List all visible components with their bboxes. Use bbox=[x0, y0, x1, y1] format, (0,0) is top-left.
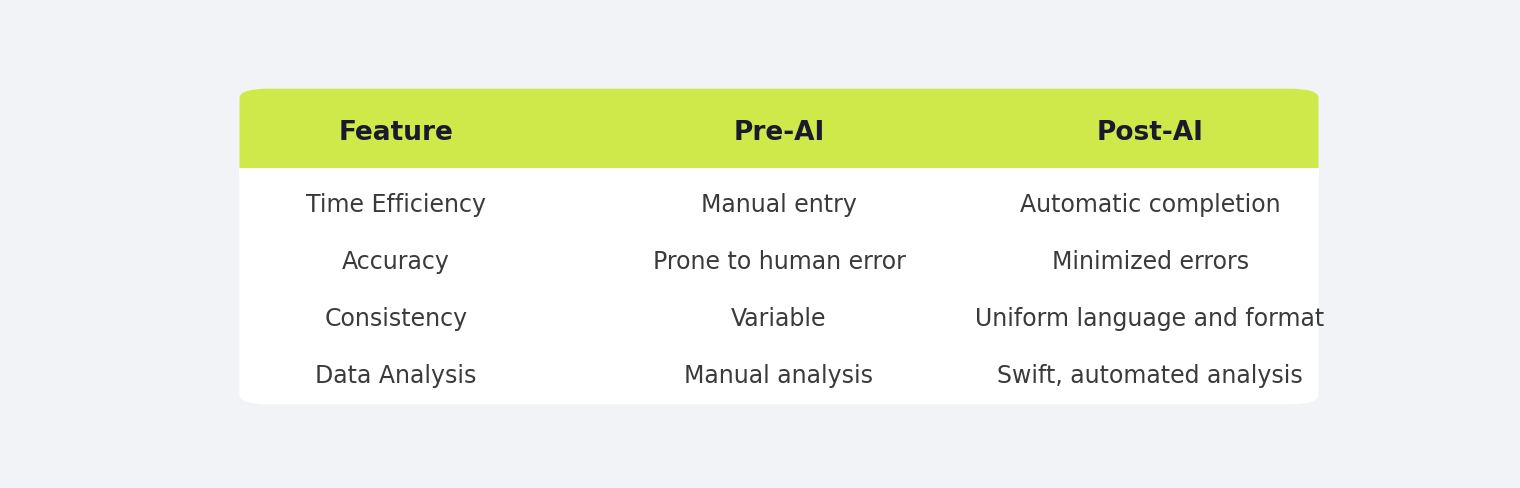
Text: Swift, automated analysis: Swift, automated analysis bbox=[997, 364, 1303, 388]
Text: Data Analysis: Data Analysis bbox=[316, 364, 477, 388]
Bar bbox=[240, 167, 1318, 177]
Text: Manual entry: Manual entry bbox=[701, 193, 857, 217]
FancyBboxPatch shape bbox=[240, 89, 1318, 177]
Text: Uniform language and format: Uniform language and format bbox=[976, 307, 1325, 331]
Text: Consistency: Consistency bbox=[325, 307, 468, 331]
Text: Variable: Variable bbox=[731, 307, 827, 331]
Text: Feature: Feature bbox=[339, 120, 453, 146]
FancyBboxPatch shape bbox=[240, 89, 1318, 404]
Text: Post-AI: Post-AI bbox=[1096, 120, 1204, 146]
Text: Automatic completion: Automatic completion bbox=[1020, 193, 1280, 217]
Text: Pre-AI: Pre-AI bbox=[733, 120, 825, 146]
Text: Minimized errors: Minimized errors bbox=[1052, 250, 1248, 274]
Text: Manual analysis: Manual analysis bbox=[684, 364, 874, 388]
Text: Prone to human error: Prone to human error bbox=[652, 250, 906, 274]
Text: Time Efficiency: Time Efficiency bbox=[306, 193, 486, 217]
Text: Accuracy: Accuracy bbox=[342, 250, 450, 274]
